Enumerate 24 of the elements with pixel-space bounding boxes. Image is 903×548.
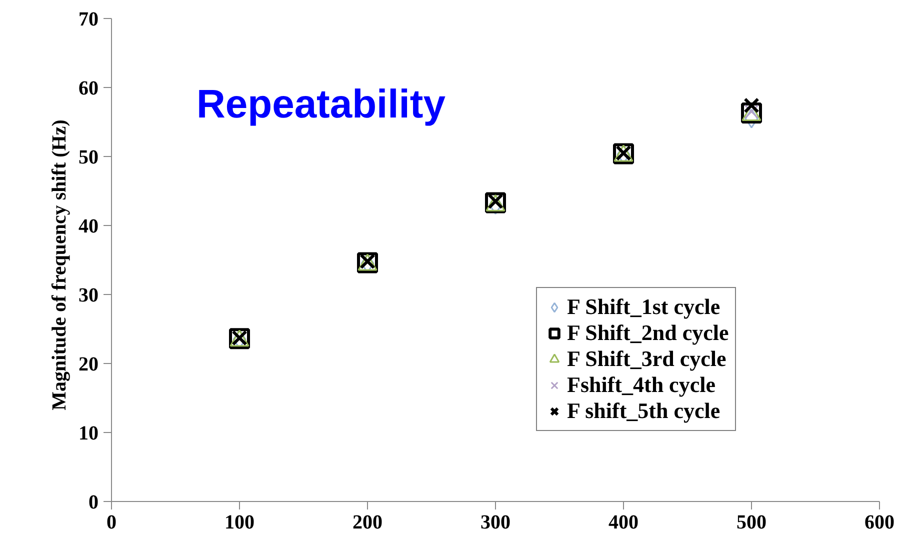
y-tick-label: 0 <box>88 492 98 514</box>
y-axis-title: Magnitude of frequency shift (Hz) <box>48 120 70 410</box>
y-tick-label: 20 <box>78 354 98 376</box>
x-tick-label: 400 <box>608 512 638 534</box>
y-tick-label: 60 <box>78 78 98 100</box>
legend-label: F Shift_2nd cycle <box>567 320 729 346</box>
y-tick-label: 70 <box>78 8 98 30</box>
x-tick-label: 500 <box>736 512 766 534</box>
legend-label: F Shift_3rd cycle <box>567 346 726 372</box>
x-tick-label: 300 <box>480 512 510 534</box>
point <box>488 195 502 215</box>
legend-label: Fshift_4th cycle <box>567 372 716 398</box>
text: Repeatability <box>196 82 446 126</box>
legend-label: F Shift_1st cycle <box>567 294 720 320</box>
y-tick-label: 30 <box>78 284 98 306</box>
legend-label: F shift_5th cycle <box>567 398 720 424</box>
y-tick-label: 10 <box>78 422 98 444</box>
x-tick-label: 600 <box>864 512 894 534</box>
point <box>744 108 758 128</box>
y-tick-label: 40 <box>78 216 98 238</box>
y-tick-label: 50 <box>78 146 98 168</box>
x-tick-label: 100 <box>224 512 254 534</box>
x-tick-label: 200 <box>352 512 382 534</box>
x-tick-label: 0 <box>106 512 116 534</box>
